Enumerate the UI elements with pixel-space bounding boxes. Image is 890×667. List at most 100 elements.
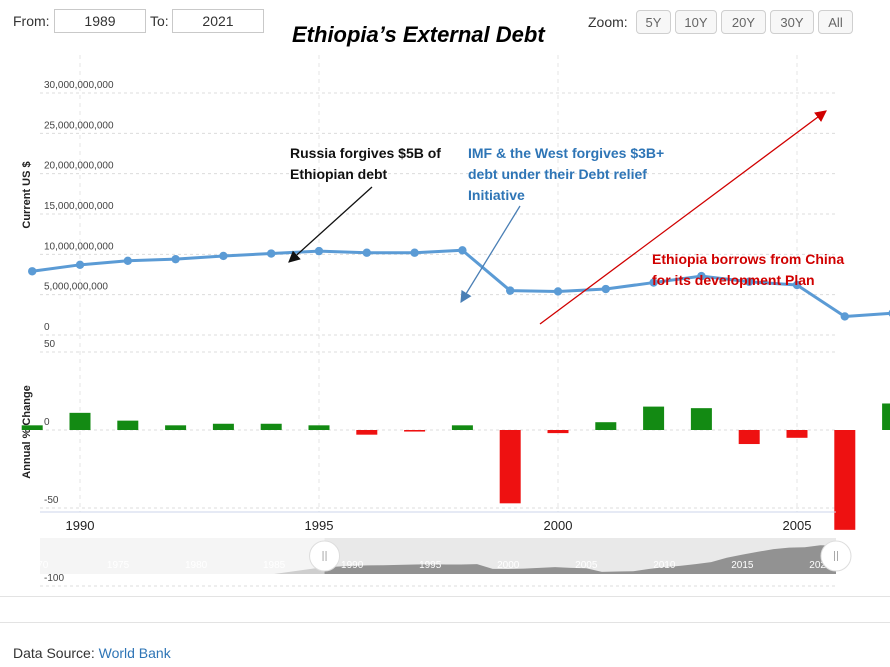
change-bar: [212, 423, 234, 430]
change-bar: [356, 430, 378, 435]
change-bar: [595, 422, 617, 430]
russia-arrow: [288, 186, 373, 263]
debt-y-tick-label: 15,000,000,000: [44, 201, 114, 212]
navigator-right-handle[interactable]: [820, 540, 852, 572]
x-tick-label: 2000: [544, 518, 573, 533]
debt-point: [123, 256, 132, 265]
change-bar: [547, 430, 569, 434]
change-bar: [834, 430, 856, 530]
navigator-tick-label: 970: [32, 560, 49, 571]
change-bar: [499, 430, 521, 504]
x-tick-label: 1990: [66, 518, 95, 533]
navigator-tick-label: 2000: [497, 560, 520, 571]
change-bars: [21, 403, 890, 530]
debt-y-axis-label: Current US $: [21, 161, 33, 228]
navigator-tick-label: 2015: [731, 560, 754, 571]
debt-y-tick-label: 20,000,000,000: [44, 161, 114, 172]
change-bar: [404, 430, 426, 432]
annotation-imf: IMF & the West forgives $3B+ debt under …: [468, 145, 665, 203]
x-tick-label: 2005: [783, 518, 812, 533]
navigator-left-handle[interactable]: [309, 540, 341, 572]
change-y-tick-label: 50: [44, 339, 56, 350]
zoom-30y-button[interactable]: 30Y: [770, 10, 814, 34]
change-bar: [69, 412, 91, 430]
debt-point: [745, 277, 754, 286]
divider: [0, 622, 890, 623]
change-bar: [690, 408, 712, 430]
debt-markers: [28, 246, 890, 321]
change-bar: [117, 420, 139, 430]
change-y-axis: 50 0 -50 -100: [44, 339, 64, 584]
debt-point: [458, 246, 467, 255]
imf-arrow: [460, 205, 521, 303]
debt-point: [649, 278, 658, 287]
debt-point: [362, 248, 371, 257]
debt-point: [219, 251, 228, 261]
navigator-tick-label: 1985: [263, 560, 286, 571]
debt-grid: [40, 92, 836, 336]
debt-point: [697, 271, 706, 281]
debt-point: [267, 249, 276, 258]
change-bar: [308, 425, 330, 430]
debt-y-tick-label: 10,000,000,000: [44, 241, 114, 252]
navigator-axis: 970 1975 1980 1985 1990 1995 2000 2005 2010 2015 2…: [32, 560, 832, 571]
debt-point: [792, 280, 802, 290]
zoom-20y-button[interactable]: 20Y: [721, 10, 766, 34]
change-bar: [786, 430, 808, 438]
debt-y-tick-label: 5,000,000,000: [44, 282, 108, 293]
x-tick-label: 1995: [305, 518, 334, 533]
change-y-tick-label: -100: [44, 573, 64, 584]
divider: [0, 596, 890, 597]
annotation-china: Ethiopia borrows from China for its deve…: [652, 251, 845, 288]
data-source: Data Source: World Bank: [13, 645, 171, 661]
range-selector-bar: From: To: Zoom: 5Y 10Y 20Y 30Y All: [0, 0, 890, 44]
data-source-link[interactable]: World Bank: [98, 645, 171, 661]
debt-point: [28, 267, 37, 276]
navigator-tick-label: 1995: [419, 560, 442, 571]
change-bar: [260, 423, 282, 430]
debt-chart: 0 5,000,000,000 10,000,000,000 15,000,000,0…: [21, 55, 890, 587]
zoom-10y-button[interactable]: 10Y: [675, 10, 717, 34]
navigator-tick-label: 1980: [185, 560, 208, 571]
change-bar: [882, 403, 890, 430]
change-bar: [738, 430, 760, 445]
change-y-tick-label: 0: [44, 417, 50, 428]
navigator-unselected-mask: [40, 538, 325, 574]
navigator-tick-label: 2005: [575, 560, 598, 571]
annotation-russia: Russia forgives $5B of Ethiopian debt: [290, 145, 441, 182]
navigator-tick-label: 2020: [809, 560, 832, 571]
to-label: To:: [150, 13, 169, 29]
change-y-axis-label: Annual % Change: [21, 385, 33, 479]
navigator-tick-label: 1990: [341, 560, 364, 571]
zoom-all-button[interactable]: All: [818, 10, 853, 34]
china-arrow: [539, 110, 827, 325]
data-source-label: Data Source:: [13, 645, 95, 661]
navigator-tick-label: 2010: [653, 560, 676, 571]
zoom-5y-button[interactable]: 5Y: [636, 10, 671, 34]
navigator-tick-label: 1975: [107, 560, 130, 571]
debt-y-tick-label: 25,000,000,000: [44, 120, 114, 131]
chart-title: Ethiopia’s External Debt: [292, 22, 545, 47]
debt-point: [601, 284, 610, 294]
debt-point: [553, 287, 563, 296]
debt-point: [410, 248, 419, 257]
debt-point: [75, 260, 85, 270]
change-bar: [21, 425, 43, 430]
change-bar: [451, 425, 473, 430]
change-y-tick-label: -50: [44, 495, 59, 506]
from-label: From:: [13, 13, 50, 29]
debt-y-axis: 0 5,000,000,000 10,000,000,000 15,000,000,0…: [44, 80, 114, 333]
debt-y-tick-label: 0: [44, 322, 50, 333]
debt-y-tick-label: 30,000,000,000: [44, 80, 114, 91]
navigator[interactable]: 970 1975 1980 1985 1990 1995 2000 2005 2010 2015 2…: [32, 538, 852, 574]
change-bar: [165, 425, 187, 430]
debt-point: [171, 254, 180, 264]
change-bar: [643, 406, 665, 430]
from-year-input[interactable]: [54, 9, 146, 33]
debt-point: [840, 312, 849, 321]
zoom-label: Zoom:: [588, 14, 628, 30]
debt-point: [314, 246, 324, 256]
debt-point: [506, 286, 515, 295]
to-year-input[interactable]: [172, 9, 264, 33]
